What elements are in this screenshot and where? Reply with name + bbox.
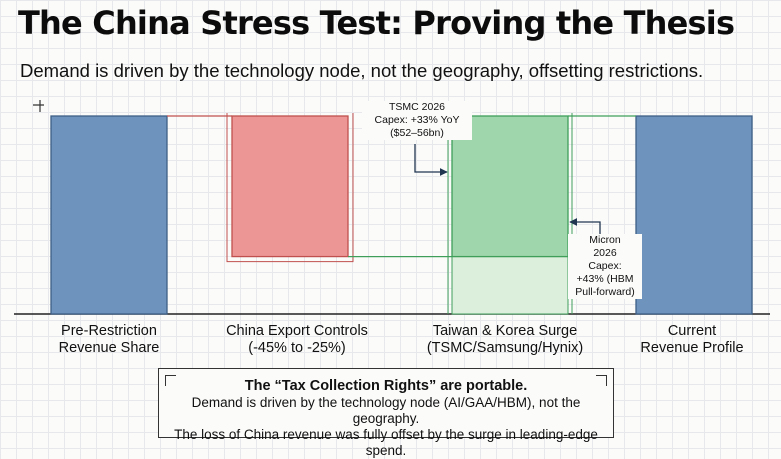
bar-3 (635, 115, 753, 315)
category-label-taiwan-korea-surge: Taiwan & Korea Surge (TSMC/Samsung/Hynix… (426, 323, 584, 356)
category-label-pre-restriction: Pre-Restriction Revenue Share (58, 323, 160, 356)
takeaway-line-2: The loss of China revenue was fully offs… (174, 427, 598, 458)
tsmc-capex-annotation: TSMC 2026 Capex: +33% YoY ($52–56bn) (362, 101, 472, 140)
bar-sketch-outline-1 (226, 113, 354, 263)
micron-capex-annotation: Micron 2026 Capex: +43% (HBM Pull-forwar… (568, 234, 642, 299)
corner-mark (165, 375, 176, 386)
corner-mark (596, 375, 607, 386)
corner-tick (33, 100, 44, 112)
takeaway-line-1: Demand is driven by the technology node … (191, 395, 581, 426)
bar-base-2 (451, 256, 569, 315)
tsmc-arrow (414, 144, 448, 176)
page-subtitle: Demand is driven by the technology node,… (20, 60, 704, 81)
category-label-current-revenue: Current Revenue Profile (640, 323, 744, 356)
page-title: The China Stress Test: Proving the Thesi… (18, 4, 735, 42)
micron-arrow (569, 218, 601, 234)
category-label-china-export-controls: China Export Controls (-45% to -25%) (226, 323, 368, 356)
bar-0 (50, 115, 168, 315)
bar-1 (231, 115, 349, 258)
waterfall-chart (14, 100, 770, 315)
takeaway-box: The “Tax Collection Rights” are portable… (158, 368, 614, 458)
takeaway-heading: The “Tax Collection Rights” are portable… (244, 378, 528, 394)
